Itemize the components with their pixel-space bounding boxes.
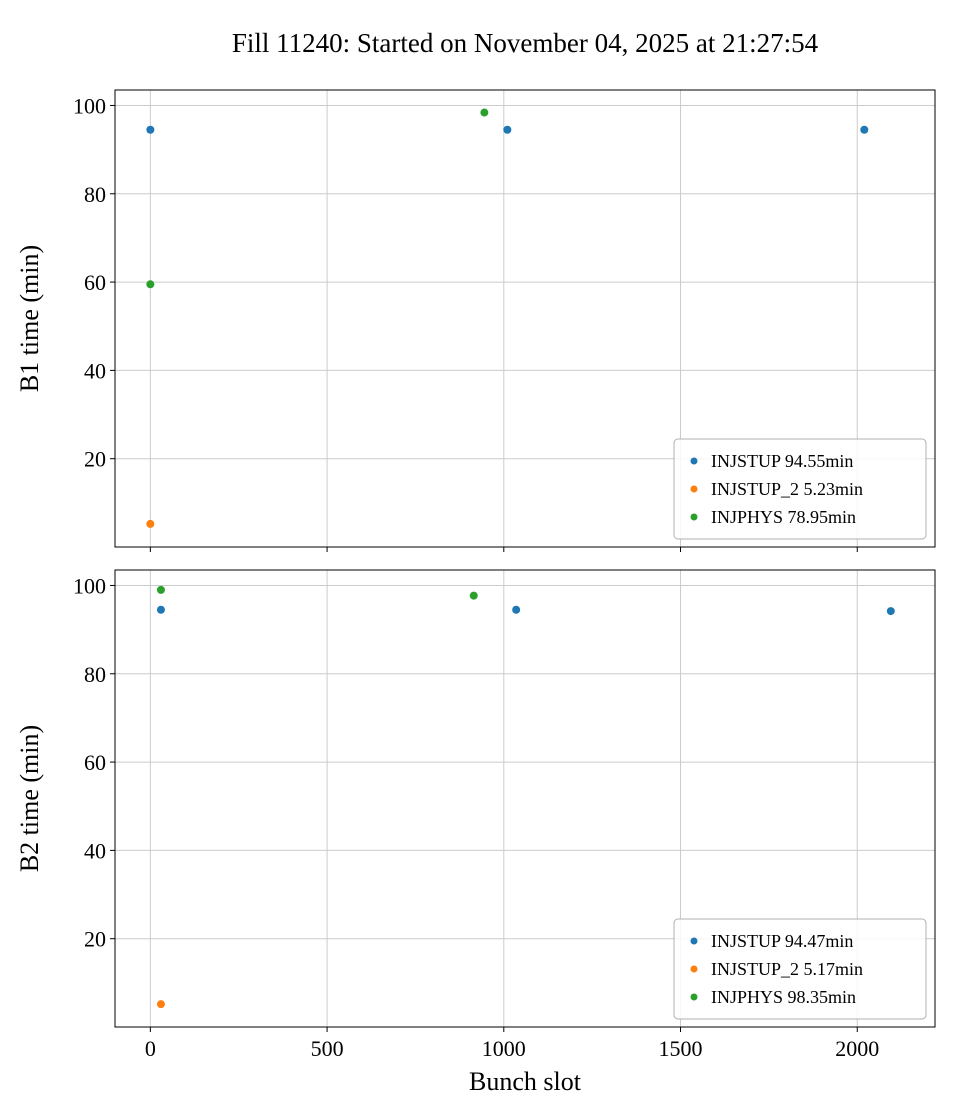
scatter-point — [156, 605, 165, 614]
legend-marker — [690, 513, 698, 521]
y-tick-label: 100 — [73, 573, 106, 598]
y-tick-label: 60 — [84, 750, 106, 775]
legend-marker — [690, 993, 698, 1001]
scatter-point — [860, 125, 869, 134]
legend-marker — [690, 457, 698, 465]
subplot-1: 20 40 60 80 100 B1 time (min) INJSTUP 94.55min… — [15, 89, 936, 552]
scatter-point — [886, 607, 895, 616]
legend — [673, 918, 927, 1020]
scatter-point — [156, 1000, 165, 1009]
y-tick-label: 80 — [84, 182, 106, 207]
x-axis-label: Bunch slot — [469, 1067, 582, 1096]
y-axis-label: B2 time (min) — [15, 725, 44, 872]
legend — [673, 438, 927, 540]
scatter-point — [503, 125, 512, 134]
x-tick-label: 2000 — [835, 1036, 879, 1061]
legend-entry-label: INJSTUP 94.55min — [711, 451, 853, 471]
y-tick-label: 40 — [84, 358, 106, 383]
x-tick-label: 500 — [311, 1036, 344, 1061]
y-tick-label: 20 — [84, 927, 106, 952]
subplot-2: 0 500 1000 1500 2000 20 40 60 80 100 B2 time (min)… — [15, 569, 936, 1096]
figure-title: Fill 11240: Started on November 04, 2025… — [231, 28, 819, 58]
legend-entry-label: INJSTUP 94.47min — [711, 931, 853, 951]
axes-frame — [114, 89, 936, 548]
scatter-point — [469, 591, 478, 600]
scatter-point — [146, 519, 155, 528]
scatter-point — [146, 280, 155, 289]
y-axis-label: B1 time (min) — [15, 245, 44, 392]
y-tick-label: 100 — [73, 93, 106, 118]
y-tick-label: 60 — [84, 270, 106, 295]
legend-marker — [690, 965, 698, 973]
scatter-point — [512, 605, 521, 614]
legend-entry-label: INJSTUP_2 5.17min — [711, 959, 863, 979]
legend-entry-label: INJSTUP_2 5.23min — [711, 479, 863, 499]
y-tick-label: 40 — [84, 838, 106, 863]
legend-marker — [690, 937, 698, 945]
x-tick-label: 1500 — [659, 1036, 703, 1061]
legend-entry-label: INJPHYS 98.35min — [711, 987, 856, 1007]
y-tick-label: 80 — [84, 662, 106, 687]
axes-frame — [114, 569, 936, 1028]
scatter-point — [146, 125, 155, 134]
scatter-point — [156, 585, 165, 594]
scatter-point — [480, 108, 489, 117]
legend-marker — [690, 485, 698, 493]
x-tick-label: 0 — [145, 1036, 156, 1061]
legend-entry-label: INJPHYS 78.95min — [711, 507, 856, 527]
x-tick-label: 1000 — [482, 1036, 526, 1061]
y-tick-label: 20 — [84, 447, 106, 472]
